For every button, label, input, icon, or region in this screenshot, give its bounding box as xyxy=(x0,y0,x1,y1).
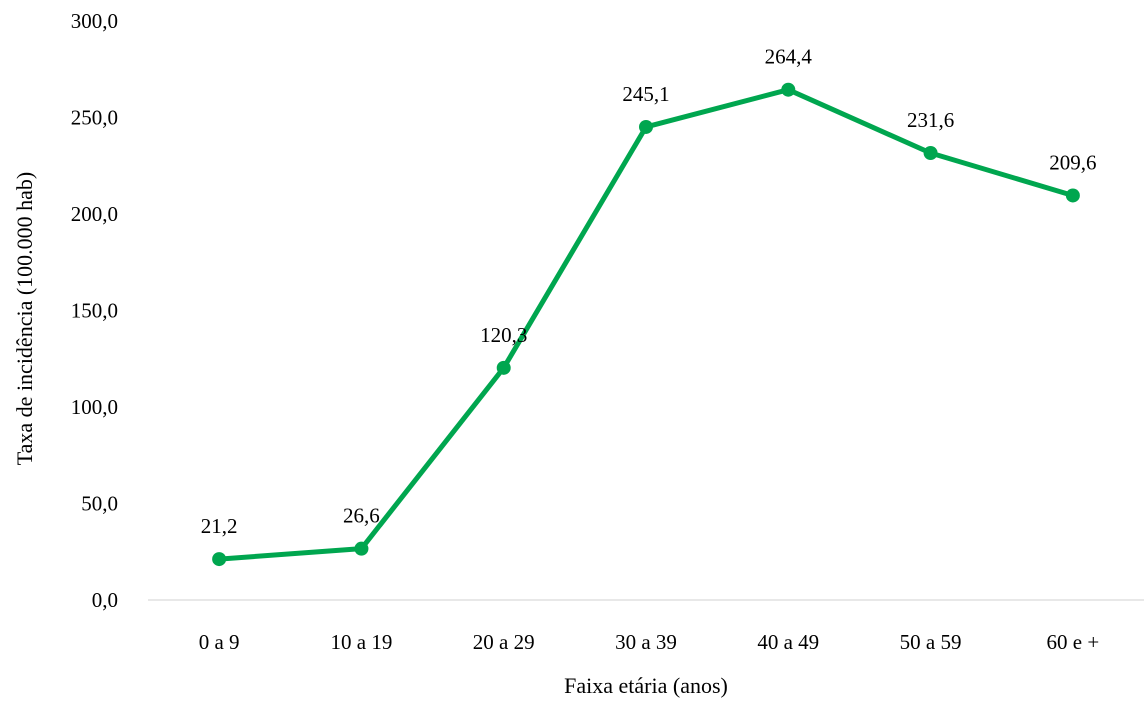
data-label: 26,6 xyxy=(343,504,380,528)
data-point xyxy=(639,119,653,134)
data-point xyxy=(212,552,227,567)
data-point xyxy=(496,360,511,375)
y-axis-title: Taxa de incidência (100.000 hab) xyxy=(12,172,37,466)
x-axis-ticks: 0 a 9 10 a 19 20 a 29 30 a 39 40 a 49 50 a 59… xyxy=(199,630,1099,654)
y-axis-ticks: 0,0 50,0 100,0 150,0 200,0 250,0 300,0 xyxy=(71,9,118,612)
series-line xyxy=(216,87,1076,562)
y-tick-label: 200,0 xyxy=(71,202,118,226)
data-point xyxy=(923,146,938,161)
y-tick-label: 50,0 xyxy=(81,492,118,516)
y-tick-label: 100,0 xyxy=(71,395,118,419)
data-label: 231,6 xyxy=(907,108,954,132)
y-tick-label: 0,0 xyxy=(92,588,118,612)
x-tick-label: 30 a 39 xyxy=(615,630,677,654)
x-tick-label: 10 a 19 xyxy=(331,630,393,654)
data-points xyxy=(212,82,1080,567)
x-tick-label: 50 a 59 xyxy=(900,630,962,654)
y-tick-label: 150,0 xyxy=(71,299,118,323)
data-labels: 21,2 26,6 120,3 245,1 264,4 231,6 209,6 xyxy=(201,45,1097,538)
y-tick-label: 250,0 xyxy=(71,106,118,130)
data-label: 120,3 xyxy=(480,323,527,347)
data-label: 245,1 xyxy=(622,82,669,106)
data-label: 21,2 xyxy=(201,514,238,538)
x-axis-title: Faixa etária (anos) xyxy=(564,673,728,698)
y-tick-label: 300,0 xyxy=(71,9,118,33)
x-tick-label: 40 a 49 xyxy=(757,630,819,654)
data-label: 209,6 xyxy=(1049,150,1096,174)
data-point xyxy=(781,82,796,97)
data-point xyxy=(1065,188,1080,203)
x-tick-label: 20 a 29 xyxy=(473,630,535,654)
x-tick-label: 0 a 9 xyxy=(199,630,240,654)
x-tick-label: 60 e + xyxy=(1047,630,1100,654)
data-point xyxy=(354,541,369,556)
data-label: 264,4 xyxy=(765,45,813,69)
